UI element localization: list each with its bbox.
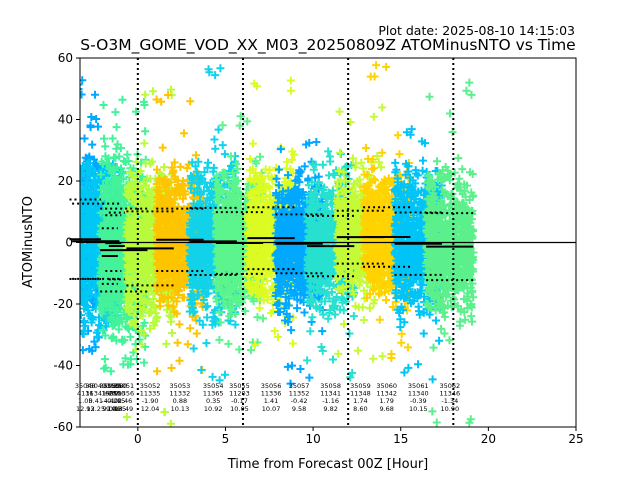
data-point	[87, 112, 96, 121]
data-point	[90, 337, 99, 346]
data-point	[86, 123, 95, 132]
data-point	[80, 76, 87, 85]
data-point	[80, 83, 83, 86]
data-point	[92, 114, 101, 123]
plot-date: Plot date: 2025-08-10 14:15:03	[378, 23, 575, 38]
data-point	[90, 90, 99, 99]
data-point	[89, 155, 98, 164]
chart-title: S-O3M_GOME_VOD_XX_M03_20250809Z ATOMinus…	[80, 36, 575, 55]
data-point	[91, 343, 100, 352]
data-point	[80, 182, 84, 191]
data-point	[88, 140, 97, 149]
data-point	[80, 134, 89, 143]
data-point	[80, 90, 86, 99]
data-point	[93, 122, 102, 131]
data-point	[81, 173, 90, 182]
data-point	[80, 88, 83, 91]
data-point	[85, 345, 94, 354]
